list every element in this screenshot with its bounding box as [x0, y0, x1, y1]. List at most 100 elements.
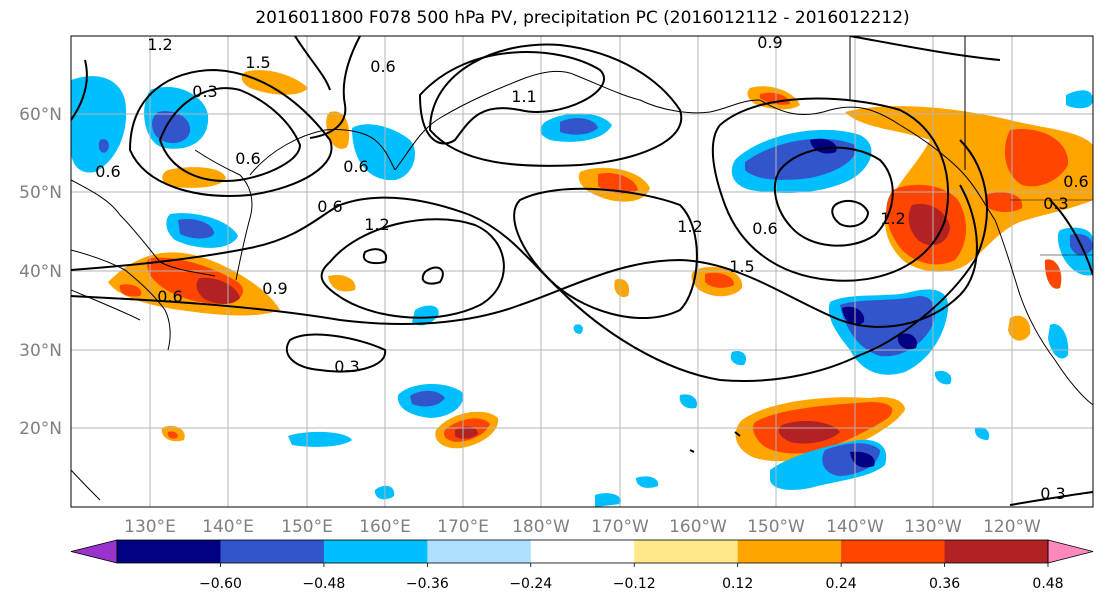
colorbar-segment	[737, 540, 842, 563]
precip-positive-region	[760, 92, 790, 105]
precip-positive-region	[1044, 259, 1062, 289]
precip-positive-region	[1008, 315, 1031, 341]
latitude-label: 50°N	[19, 183, 62, 203]
colorbar-segment	[117, 540, 221, 563]
precip-negative-region	[410, 390, 445, 407]
longitude-label: 140°E	[202, 517, 254, 537]
contour-label: 0.6	[95, 162, 120, 181]
colorbar-segment	[634, 540, 739, 563]
precip-positive-region	[778, 420, 840, 444]
contour-label: 1.5	[245, 53, 270, 72]
colorbar-outline	[116, 539, 1049, 564]
map-title: 2016011800 F078 500 hPa PV, precipitatio…	[255, 8, 910, 28]
contour-label: 0.3	[1043, 194, 1068, 213]
precip-negative-region	[98, 139, 109, 153]
longitude-label: 160°E	[359, 517, 411, 537]
longitude-label: 150°W	[747, 517, 805, 537]
precip-positive-region	[162, 167, 226, 188]
precip-negative-region	[842, 306, 865, 325]
contour-label: 0.3	[1040, 484, 1065, 503]
longitude-labels: 130°E 140°E 150°E 160°E 170°E 180°W 170°W 160°W…	[124, 517, 1041, 537]
colorbar-segment	[220, 540, 325, 563]
longitude-label: 120°W	[983, 517, 1041, 537]
precip-negative-region	[679, 394, 698, 409]
contour-label: 0.6	[157, 287, 182, 306]
precip-positive-region	[119, 284, 142, 297]
precip-negative-region	[560, 118, 598, 135]
precip-negative-region	[636, 476, 659, 488]
colorbar-segment	[323, 540, 428, 563]
colorbar-tick-label: 0.12	[722, 576, 753, 592]
precip-positive-region	[196, 277, 240, 304]
precip-negative-region	[178, 218, 215, 239]
longitude-label: 170°W	[591, 517, 649, 537]
colorbar-extend-low	[70, 539, 118, 564]
longitude-label: 180°W	[512, 517, 570, 537]
colorbar-segment	[841, 540, 946, 563]
contour-label: 1.2	[677, 217, 702, 236]
contour-label: 0.6	[370, 57, 395, 76]
colorbar-extend-high	[1047, 539, 1094, 564]
precip-negative-region	[595, 493, 621, 507]
precip-negative-region	[71, 76, 127, 173]
contour-label: 0.6	[343, 157, 368, 176]
precip-negative-region	[352, 124, 415, 181]
latitude-labels: 60°N 50°N 40°N 30°N 20°N	[19, 105, 62, 439]
pv-contours	[71, 36, 1093, 506]
contour-label: 0.6	[317, 197, 342, 216]
precip-positive-region	[328, 274, 356, 292]
map-content: 1.2 1.5 0.3 0.6 0.6 1.1 0.9 0.6 0.6 0.6 1.2 0.6 0.9 0…	[71, 33, 1093, 507]
precip-negative-region	[412, 305, 439, 326]
latitude-label: 60°N	[19, 105, 62, 125]
precip-positive-region	[908, 203, 950, 246]
longitude-label: 160°W	[669, 517, 727, 537]
contour-label: 0.6	[1063, 172, 1088, 191]
colorbar-tick-label: −0.60	[199, 576, 242, 592]
precip-positive-region	[1004, 129, 1069, 187]
coastlines	[71, 36, 1093, 501]
latitude-label: 20°N	[19, 419, 62, 439]
contour-label: 0.3	[192, 82, 217, 101]
precip-positive-region	[705, 272, 735, 288]
precip-negative-region	[288, 431, 352, 447]
latitude-label: 30°N	[19, 341, 62, 361]
precip-positive-region	[614, 279, 630, 298]
contour-label: 1.1	[511, 87, 536, 106]
longitude-label: 140°W	[826, 517, 884, 537]
precip-positive-region	[167, 431, 178, 439]
contour-label: 1.2	[364, 215, 389, 234]
precip-positive-region	[985, 192, 1023, 212]
colorbar-segment	[944, 540, 1049, 563]
colorbar-segment	[427, 540, 532, 563]
contour-label: 0.6	[752, 219, 777, 238]
precip-negative-region	[850, 451, 875, 468]
colorbar-tick-label: −0.48	[302, 576, 345, 592]
colorbar: −0.60 −0.48 −0.36 −0.24 −0.12 0.12 0.24 0.36 0.4…	[70, 539, 1094, 592]
precip-negative-region	[573, 324, 583, 334]
precip-negative-region	[1066, 90, 1093, 109]
longitude-label: 150°E	[281, 517, 333, 537]
colorbar-tick-label: 0.48	[1032, 576, 1063, 592]
map-frame	[70, 35, 1094, 508]
precip-negative-region	[897, 333, 917, 350]
colorbar-tick-label: 0.24	[826, 576, 857, 592]
precip-negative-region	[934, 370, 952, 385]
longitude-label: 170°E	[437, 517, 489, 537]
contour-labels: 1.2 1.5 0.3 0.6 0.6 1.1 0.9 0.6 0.6 0.6 1.2 0.6 0.9 0…	[95, 33, 1088, 503]
precip-negative-region	[974, 427, 990, 440]
precip-positive-region	[598, 172, 638, 194]
colorbar-tick-label: −0.36	[406, 576, 449, 592]
contour-label: 1.2	[147, 35, 172, 54]
precip-positive-region	[241, 70, 308, 95]
latitude-label: 40°N	[19, 262, 62, 282]
precip-negative-region	[730, 350, 747, 366]
colorbar-tick-label: 0.36	[929, 576, 960, 592]
colorbar-tick-label: −0.12	[613, 576, 656, 592]
contour-label: 1.5	[729, 257, 754, 276]
contour-label: 0.9	[757, 33, 782, 52]
precip-positive-region	[455, 426, 478, 439]
contour-label: 1.2	[880, 209, 905, 228]
contour-label: 0.6	[235, 149, 260, 168]
contour-label: 0.9	[262, 279, 287, 298]
